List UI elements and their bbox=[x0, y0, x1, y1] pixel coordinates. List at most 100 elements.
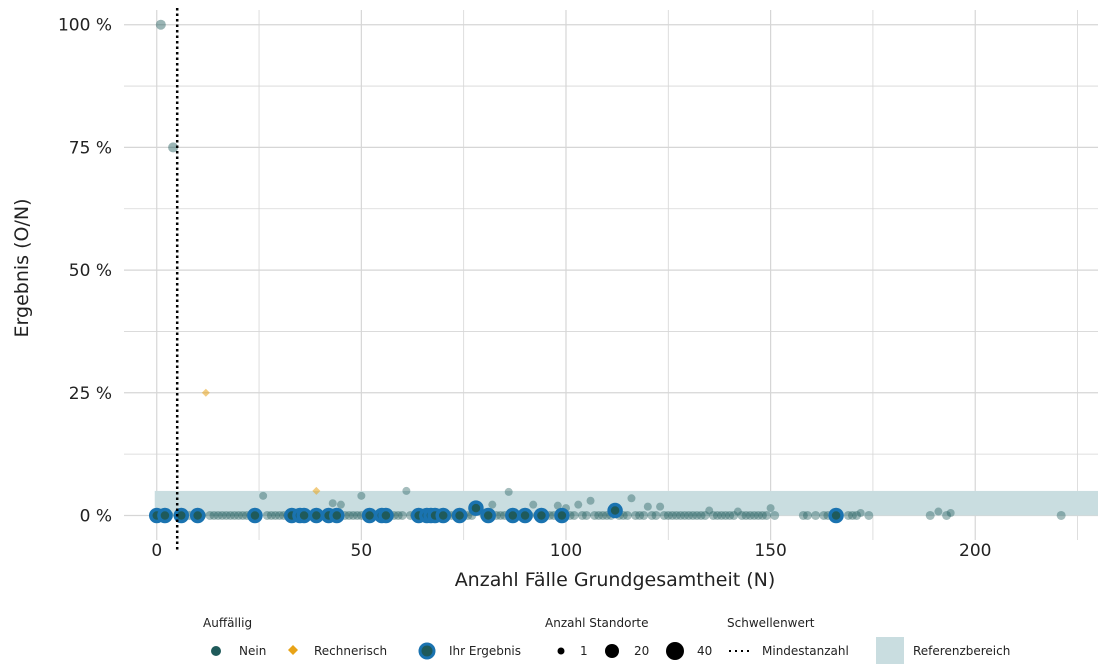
point-rechnerisch-1 bbox=[312, 486, 321, 495]
point-nein-33 bbox=[225, 510, 235, 520]
y-axis-title: Ergebnis (O/N) bbox=[11, 199, 33, 338]
point-nein-124 bbox=[757, 510, 767, 520]
point-nein-36 bbox=[238, 510, 248, 520]
point-nein-137 bbox=[942, 510, 952, 520]
point-nein-40 bbox=[262, 510, 272, 520]
legend-label-rechnerisch: Rechnerisch bbox=[314, 644, 387, 658]
point-ihr-ergebnis-3 bbox=[189, 507, 206, 524]
point-nein-90 bbox=[594, 510, 604, 520]
y-tick-label-1: 25 % bbox=[69, 384, 112, 404]
point-ihr-ergebnis-21 bbox=[480, 507, 496, 524]
y-tick-label-3: 75 % bbox=[69, 138, 112, 158]
point-ihr-ergebnis-4 bbox=[247, 507, 263, 524]
legend-label-nein: Nein bbox=[239, 644, 266, 658]
point-nein-127 bbox=[798, 510, 808, 520]
point-ihr-ergebnis-20 bbox=[468, 500, 484, 516]
point-nein-126 bbox=[770, 510, 780, 520]
point-nein-6 bbox=[328, 499, 337, 508]
point-nein-132 bbox=[843, 510, 853, 520]
point-nein-62 bbox=[393, 510, 403, 520]
legend-size-40 bbox=[666, 642, 684, 660]
point-nein-76 bbox=[496, 510, 506, 520]
legend-key-referenzbereich bbox=[876, 637, 904, 664]
point-nein-20 bbox=[766, 504, 775, 513]
point-ihr-ergebnis-7 bbox=[296, 507, 312, 524]
point-nein-86 bbox=[569, 510, 579, 520]
point-nein-123 bbox=[753, 510, 763, 520]
legend-label-ihr-ergebnis: Ihr Ergebnis bbox=[449, 644, 521, 658]
y-tick-label-4: 100 % bbox=[58, 16, 112, 36]
point-nein-109 bbox=[688, 510, 698, 520]
legend-title-schwellenwert: Schwellenwert bbox=[727, 616, 815, 630]
x-tick-label-1: 50 bbox=[351, 541, 373, 561]
point-nein-128 bbox=[802, 510, 812, 520]
point-ihr-ergebnis-23 bbox=[517, 507, 533, 524]
point-nein-102 bbox=[659, 510, 669, 520]
point-rechnerisch-0 bbox=[201, 388, 210, 397]
point-ihr-ergebnis-13 bbox=[378, 507, 394, 524]
point-ihr-ergebnis-26 bbox=[607, 502, 623, 519]
point-ihr-ergebnis-11 bbox=[361, 507, 378, 524]
point-nein-98 bbox=[635, 510, 645, 520]
point-nein-14 bbox=[586, 496, 595, 505]
point-nein-29 bbox=[209, 510, 219, 520]
point-nein-87 bbox=[577, 510, 587, 520]
point-nein-120 bbox=[741, 510, 751, 520]
point-ihr-ergebnis-2 bbox=[173, 507, 190, 524]
point-nein-135 bbox=[864, 510, 874, 520]
x-tick-label-3: 150 bbox=[754, 541, 786, 561]
point-nein-22 bbox=[934, 507, 943, 516]
point-nein-32 bbox=[221, 510, 231, 520]
point-nein-101 bbox=[651, 510, 661, 520]
point-nein-122 bbox=[749, 510, 759, 520]
point-nein-129 bbox=[811, 510, 821, 520]
legend-size-1 bbox=[557, 647, 565, 655]
point-nein-112 bbox=[700, 510, 710, 520]
point-nein-34 bbox=[229, 510, 239, 520]
point-nein-15 bbox=[627, 494, 636, 503]
point-nein-9 bbox=[488, 500, 497, 509]
point-nein-54 bbox=[344, 510, 354, 520]
point-nein-105 bbox=[671, 510, 681, 520]
point-nein-89 bbox=[590, 510, 600, 520]
point-ihr-ergebnis-10 bbox=[329, 507, 345, 524]
x-tick-label-2: 100 bbox=[550, 541, 582, 561]
y-tick-label-0: 0 % bbox=[80, 506, 112, 526]
point-nein-111 bbox=[696, 510, 706, 520]
point-nein-113 bbox=[708, 510, 718, 520]
point-ihr-ergebnis-24 bbox=[533, 507, 550, 524]
legend-label-referenzbereich: Referenzbereich bbox=[913, 644, 1010, 658]
point-nein-63 bbox=[397, 510, 407, 520]
point-nein-5 bbox=[504, 487, 513, 496]
point-nein-55 bbox=[348, 510, 358, 520]
point-nein-2 bbox=[259, 491, 268, 500]
legend-label-size-40: 40 bbox=[697, 644, 712, 658]
point-nein-103 bbox=[663, 510, 673, 520]
legend-key-nein bbox=[211, 646, 221, 656]
point-nein-18 bbox=[705, 506, 714, 515]
point-nein-114 bbox=[712, 510, 722, 520]
point-nein-88 bbox=[581, 510, 591, 520]
point-nein-115 bbox=[716, 510, 726, 520]
point-nein-104 bbox=[667, 510, 677, 520]
point-nein-19 bbox=[733, 507, 742, 516]
point-nein-116 bbox=[721, 510, 731, 520]
point-nein-7 bbox=[336, 500, 345, 509]
point-nein-134 bbox=[852, 510, 862, 520]
point-nein-106 bbox=[676, 510, 686, 520]
point-nein-1 bbox=[168, 142, 179, 153]
point-ihr-ergebnis-8 bbox=[308, 507, 325, 524]
point-nein-56 bbox=[352, 510, 362, 520]
point-ihr-ergebnis-19 bbox=[451, 507, 468, 524]
point-nein-136 bbox=[925, 510, 935, 520]
point-nein-96 bbox=[622, 510, 632, 520]
point-nein-28 bbox=[205, 510, 215, 520]
legend-size-20 bbox=[605, 644, 619, 658]
point-nein-100 bbox=[647, 510, 657, 520]
legend-key-rechnerisch bbox=[288, 645, 298, 655]
point-nein-43 bbox=[275, 510, 285, 520]
point-nein-138 bbox=[1056, 510, 1066, 520]
gridlines bbox=[124, 10, 1098, 540]
x-axis-ticks: 0 50 100 150 200 bbox=[151, 541, 991, 561]
